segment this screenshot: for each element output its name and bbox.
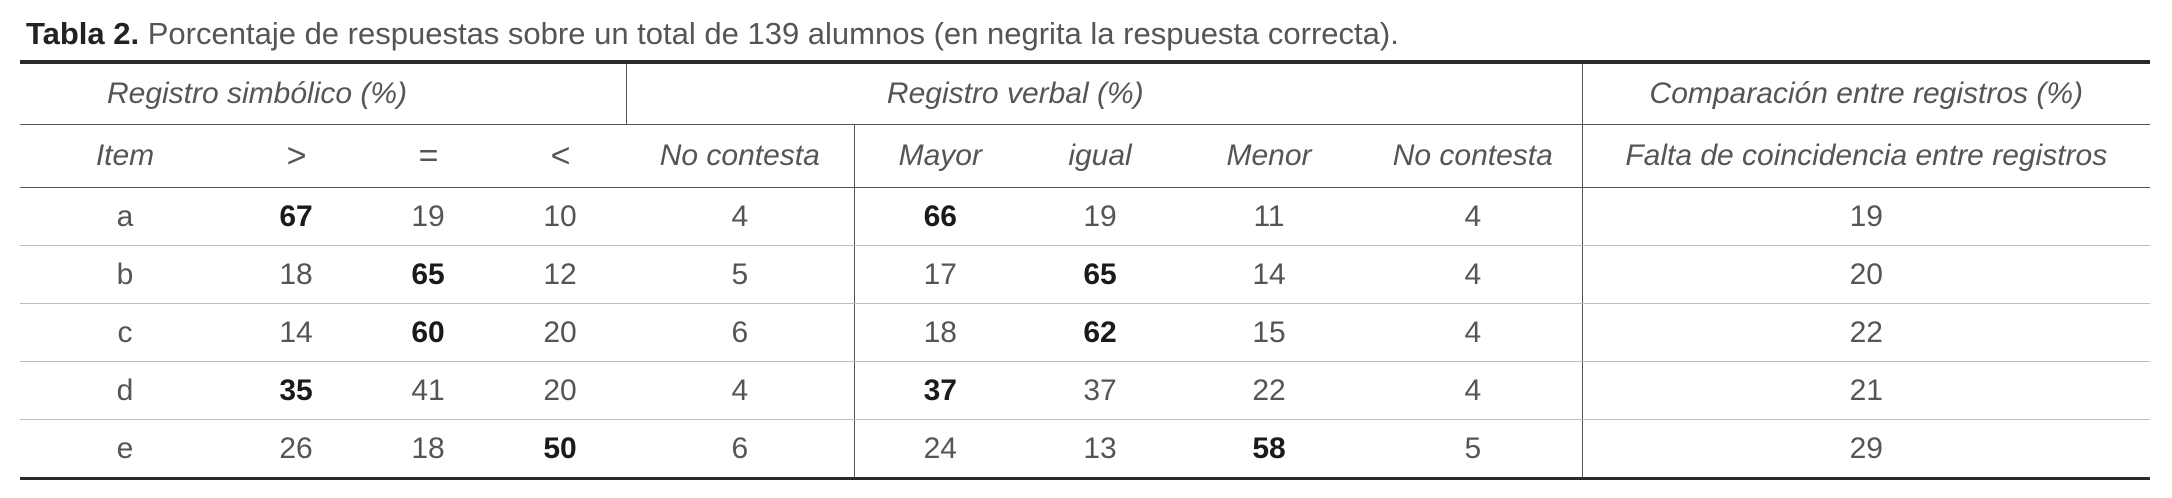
column-header-row: Item > = < No contesta Mayor igual Menor… xyxy=(20,124,2151,188)
cell-greater: 67 xyxy=(230,187,362,246)
cell-equal: 60 xyxy=(362,303,495,362)
cell-item: e xyxy=(20,419,230,480)
cell-mismatch: 22 xyxy=(1582,303,2151,362)
cell-menor: 58 xyxy=(1174,419,1365,480)
cell-item: c xyxy=(20,303,230,362)
cell-no-answer-verbal: 4 xyxy=(1364,245,1583,304)
cell-mismatch: 21 xyxy=(1582,361,2151,420)
cell-greater: 35 xyxy=(230,361,362,420)
cell-mayor: 66 xyxy=(854,187,1027,246)
group-header-blank xyxy=(494,60,627,125)
cell-mayor: 17 xyxy=(854,245,1027,304)
column-header-mismatch: Falta de coincidencia entre registros xyxy=(1582,124,2151,188)
cell-equal: 19 xyxy=(362,187,495,246)
cell-igual: 13 xyxy=(1026,419,1175,480)
cell-no-answer-verbal: 4 xyxy=(1364,361,1583,420)
column-header-igual: igual xyxy=(1026,124,1175,188)
table-row: d 35 41 20 4 37 37 22 4 21 xyxy=(20,361,2151,420)
cell-no-answer-verbal: 4 xyxy=(1364,187,1583,246)
cell-no-answer-symbolic: 6 xyxy=(626,419,855,480)
cell-no-answer-symbolic: 4 xyxy=(626,187,855,246)
column-header-less: < xyxy=(494,124,627,188)
cell-no-answer-symbolic: 5 xyxy=(626,245,855,304)
cell-less: 20 xyxy=(494,361,627,420)
results-table: Registro simbólico (%) Registro verbal (… xyxy=(20,60,2151,480)
group-header-blank xyxy=(1364,60,1583,125)
cell-equal: 18 xyxy=(362,419,495,480)
cell-igual: 37 xyxy=(1026,361,1175,420)
group-header-verbal: Registro verbal (%) xyxy=(626,60,1365,125)
cell-no-answer-verbal: 5 xyxy=(1364,419,1583,480)
table-row: a 67 19 10 4 66 19 11 4 19 xyxy=(20,187,2151,246)
cell-no-answer-verbal: 4 xyxy=(1364,303,1583,362)
cell-equal: 41 xyxy=(362,361,495,420)
column-header-no-answer-symbolic: No contesta xyxy=(626,124,855,188)
group-header-comparison: Comparación entre registros (%) xyxy=(1582,60,2151,125)
table-row: e 26 18 50 6 24 13 58 5 29 xyxy=(20,419,2151,480)
cell-mayor: 24 xyxy=(854,419,1027,480)
cell-mismatch: 29 xyxy=(1582,419,2151,480)
table-caption: Tabla 2. Porcentaje de respuestas sobre … xyxy=(26,14,1399,54)
cell-item: a xyxy=(20,187,230,246)
cell-igual: 62 xyxy=(1026,303,1175,362)
cell-no-answer-symbolic: 4 xyxy=(626,361,855,420)
table-row: b 18 65 12 5 17 65 14 4 20 xyxy=(20,245,2151,304)
column-header-mayor: Mayor xyxy=(854,124,1027,188)
cell-greater: 14 xyxy=(230,303,362,362)
cell-igual: 65 xyxy=(1026,245,1175,304)
cell-equal: 65 xyxy=(362,245,495,304)
cell-item: d xyxy=(20,361,230,420)
table-caption-label: Tabla 2. xyxy=(26,16,140,51)
column-header-equal: = xyxy=(362,124,495,188)
group-header-symbolic: Registro simbólico (%) xyxy=(20,60,495,125)
cell-menor: 14 xyxy=(1174,245,1365,304)
column-header-greater: > xyxy=(230,124,362,188)
column-header-menor: Menor xyxy=(1174,124,1365,188)
cell-mismatch: 20 xyxy=(1582,245,2151,304)
cell-no-answer-symbolic: 6 xyxy=(626,303,855,362)
cell-item: b xyxy=(20,245,230,304)
cell-mayor: 18 xyxy=(854,303,1027,362)
group-header-row: Registro simbólico (%) Registro verbal (… xyxy=(20,60,2151,125)
cell-less: 50 xyxy=(494,419,627,480)
cell-greater: 26 xyxy=(230,419,362,480)
cell-igual: 19 xyxy=(1026,187,1175,246)
cell-mismatch: 19 xyxy=(1582,187,2151,246)
table-caption-text: Porcentaje de respuestas sobre un total … xyxy=(139,16,1399,51)
cell-less: 20 xyxy=(494,303,627,362)
cell-less: 10 xyxy=(494,187,627,246)
cell-mayor: 37 xyxy=(854,361,1027,420)
cell-greater: 18 xyxy=(230,245,362,304)
cell-menor: 11 xyxy=(1174,187,1365,246)
column-header-item: Item xyxy=(20,124,230,188)
table-row: c 14 60 20 6 18 62 15 4 22 xyxy=(20,303,2151,362)
column-header-no-answer-verbal: No contesta xyxy=(1364,124,1583,188)
cell-menor: 22 xyxy=(1174,361,1365,420)
cell-less: 12 xyxy=(494,245,627,304)
cell-menor: 15 xyxy=(1174,303,1365,362)
